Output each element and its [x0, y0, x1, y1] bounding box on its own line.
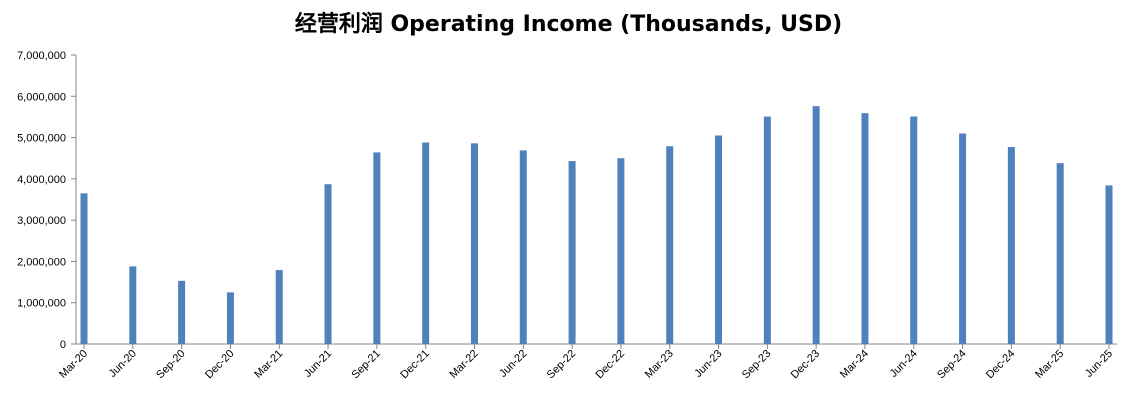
- x-tick-label: Dec-24: [984, 348, 1018, 382]
- x-tick-label: Jun-24: [888, 348, 920, 380]
- x-tick-label: Mar-20: [57, 348, 90, 381]
- x-tick-label: Sep-21: [349, 348, 383, 382]
- chart-title: 经营利润 Operating Income (Thousands, USD): [294, 12, 843, 37]
- bar: [812, 106, 820, 345]
- y-axis: 0 1,000,000 2,000,000 3,000,000 4,000,000 5,0…: [17, 50, 77, 351]
- x-tick-label: Jun-22: [497, 348, 529, 380]
- x-tick-label: Mar-22: [447, 348, 480, 381]
- x-tick-label: Mar-23: [643, 348, 676, 381]
- y-tick-label: 1,000,000: [17, 298, 66, 310]
- bar: [959, 133, 967, 344]
- y-tick-label: 4,000,000: [17, 174, 66, 186]
- x-tick-label: Sep-23: [740, 348, 774, 382]
- x-tick-label: Jun-25: [1083, 348, 1115, 380]
- bar: [1056, 163, 1064, 344]
- bar: [129, 266, 137, 344]
- x-tick-label: Jun-20: [107, 348, 139, 380]
- bar: [666, 146, 674, 344]
- y-tick-label: 3,000,000: [17, 215, 66, 227]
- bar: [226, 292, 234, 344]
- bar: [861, 113, 869, 344]
- bar: [373, 152, 381, 344]
- x-tick-label: Dec-20: [203, 348, 237, 382]
- x-tick-label: Mar-24: [838, 348, 871, 381]
- bar: [470, 143, 478, 344]
- x-tick-label: Mar-25: [1033, 348, 1066, 381]
- x-tick-label: Sep-20: [154, 348, 188, 382]
- bar: [178, 280, 186, 344]
- bar: [324, 184, 332, 344]
- bar: [519, 150, 527, 344]
- bar: [568, 161, 576, 344]
- bar: [1105, 185, 1113, 344]
- bars-group: [80, 106, 1113, 345]
- x-tick-label: Sep-24: [935, 348, 969, 382]
- bar: [422, 142, 430, 344]
- bar: [617, 158, 625, 344]
- y-tick-label: 5,000,000: [17, 133, 66, 145]
- bar: [763, 116, 771, 344]
- x-tick-label: Dec-23: [789, 348, 823, 382]
- x-tick-label: Dec-22: [593, 348, 627, 382]
- bar: [715, 135, 723, 344]
- x-tick-label: Sep-22: [545, 348, 579, 382]
- bar: [1007, 147, 1015, 344]
- x-tick-label: Mar-21: [252, 348, 285, 381]
- bar: [80, 193, 88, 344]
- y-tick-label: 6,000,000: [17, 91, 66, 103]
- bar: [275, 270, 283, 344]
- bar: [910, 116, 918, 344]
- x-axis: Mar-20 Jun-20 Sep-20 Dec-20 Mar-21 Jun-21 Sep-…: [57, 343, 1117, 382]
- x-tick-label: Dec-21: [398, 348, 432, 382]
- y-tick-label: 0: [60, 339, 66, 351]
- x-tick-label: Jun-21: [302, 348, 334, 380]
- y-tick-label: 2,000,000: [17, 256, 66, 268]
- x-tick-label: Jun-23: [692, 348, 724, 380]
- y-tick-label: 7,000,000: [17, 50, 66, 62]
